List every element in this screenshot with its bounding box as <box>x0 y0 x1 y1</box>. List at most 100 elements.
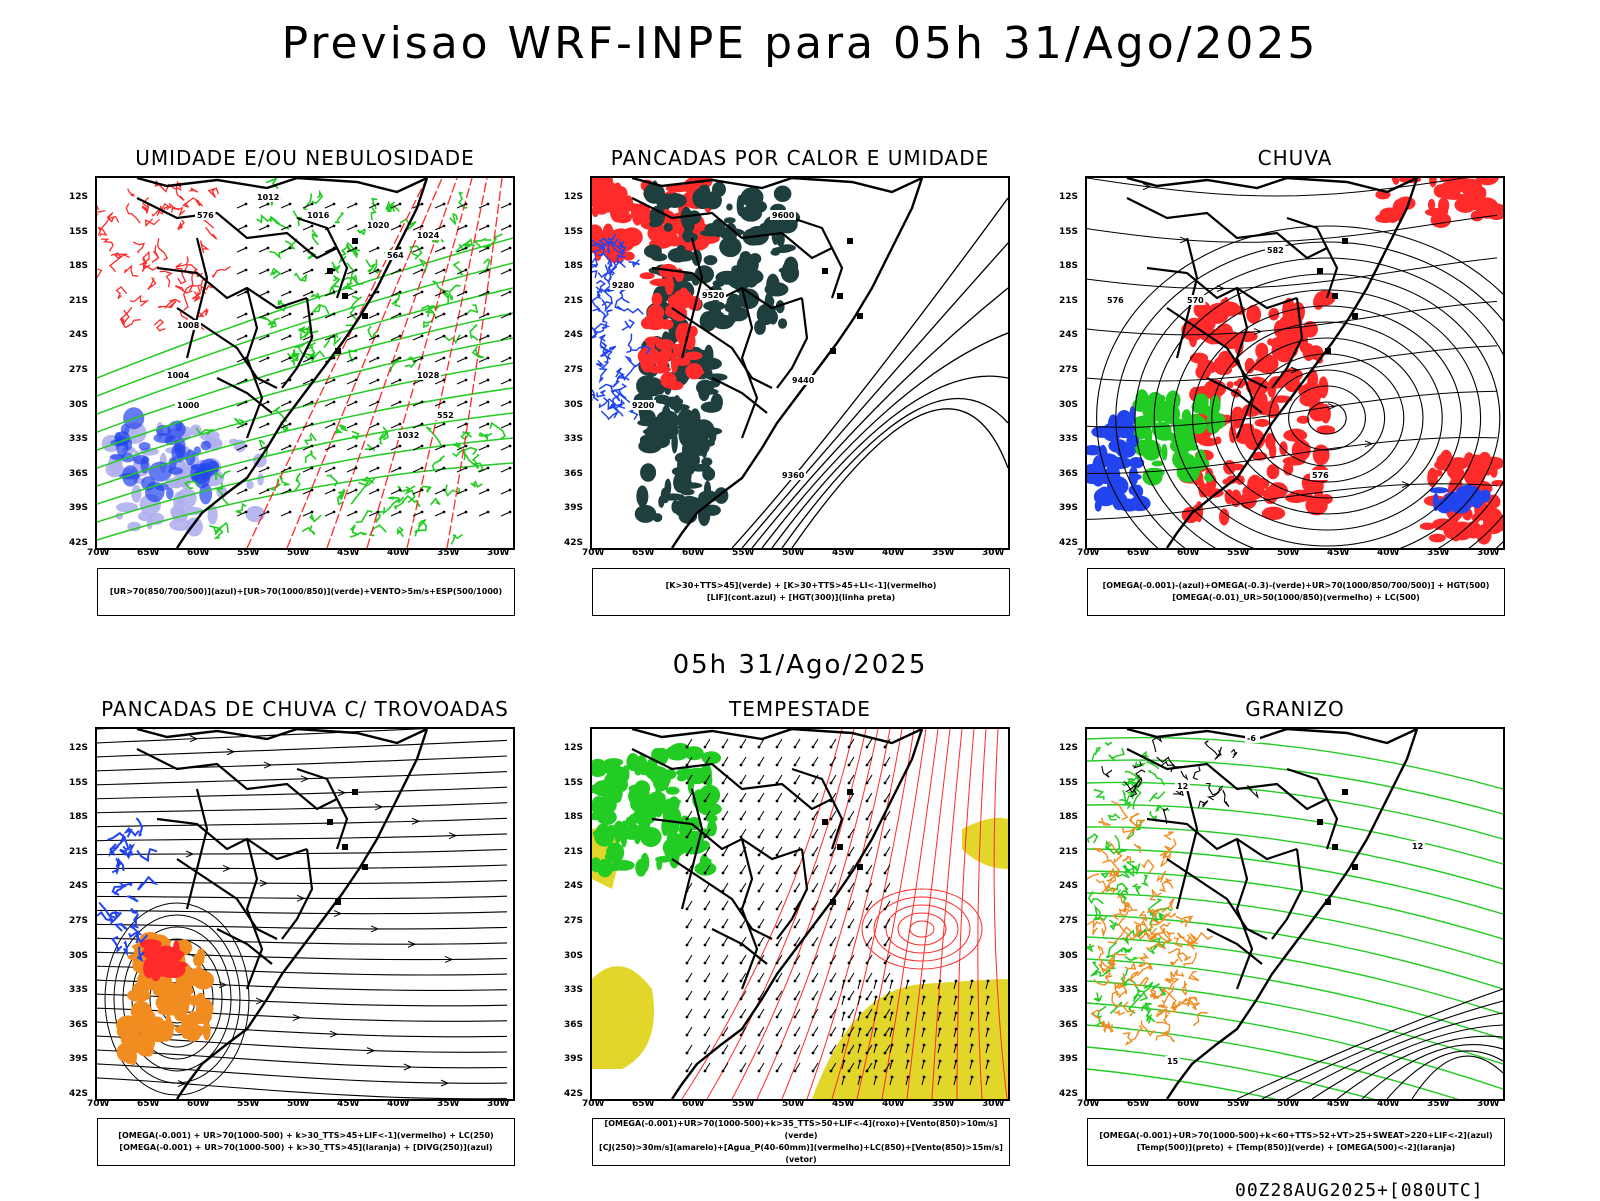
svg-text:582: 582 <box>1267 246 1284 255</box>
lon-tick-label: 40W <box>882 1099 904 1109</box>
lon-tick-label: 50W <box>1277 1099 1299 1109</box>
lon-tick-label: 30W <box>487 548 509 558</box>
lon-tick-label: 55W <box>237 548 259 558</box>
svg-text:576: 576 <box>1107 296 1124 305</box>
lat-tick-label: 15S <box>69 227 88 237</box>
lat-tick-label: 39S <box>1059 503 1078 513</box>
lat-tick-label: 27S <box>1059 916 1078 926</box>
legend-tempestade: [OMEGA(-0.001)+UR>70(1000-500)+k>35_TTS>… <box>592 1118 1010 1166</box>
svg-text:1024: 1024 <box>417 231 440 240</box>
lon-tick-label: 30W <box>982 1099 1004 1109</box>
lat-tick-label: 42S <box>564 538 583 548</box>
svg-text:9280: 9280 <box>612 281 635 290</box>
map-tempestade <box>590 727 1010 1101</box>
legend-chuva: [OMEGA(-0.001)-(azul)+OMEGA(-0.3)-(verde… <box>1087 568 1505 616</box>
lon-tick-label: 35W <box>1427 1099 1449 1109</box>
svg-text:1016: 1016 <box>307 211 330 220</box>
legend-umidade: [UR>70(850/700/500)](azul)+[UR>70(1000/8… <box>97 568 515 616</box>
lat-tick-label: 15S <box>1059 778 1078 788</box>
svg-text:1004: 1004 <box>167 371 190 380</box>
lat-tick-label: 24S <box>564 881 583 891</box>
lon-tick-label: 60W <box>187 1099 209 1109</box>
lon-tick-label: 30W <box>1477 1099 1499 1109</box>
lon-tick-label: 70W <box>87 548 109 558</box>
svg-text:1028: 1028 <box>417 371 440 380</box>
svg-text:12: 12 <box>1412 842 1423 851</box>
lat-tick-label: 27S <box>1059 365 1078 375</box>
lat-tick-label: 42S <box>564 1089 583 1099</box>
panel-title-granizo: GRANIZO <box>1085 697 1505 721</box>
lon-tick-label: 50W <box>782 548 804 558</box>
lat-tick-label: 33S <box>69 434 88 444</box>
lat-tick-label: 12S <box>564 192 583 202</box>
svg-text:564: 564 <box>387 251 404 260</box>
lon-tick-label: 65W <box>632 1099 654 1109</box>
lon-tick-label: 50W <box>782 1099 804 1109</box>
lon-tick-label: 60W <box>682 548 704 558</box>
lon-tick-label: 70W <box>1077 1099 1099 1109</box>
lon-tick-label: 30W <box>1477 548 1499 558</box>
legend-line: [OMEGA(-0.001) + UR>70(1000-500) + k>30_… <box>119 1142 492 1154</box>
lat-tick-label: 15S <box>69 778 88 788</box>
lat-tick-label: 33S <box>564 434 583 444</box>
lon-tick-label: 45W <box>337 548 359 558</box>
lat-tick-label: 15S <box>564 778 583 788</box>
lon-tick-label: 60W <box>682 1099 704 1109</box>
lat-tick-label: 27S <box>69 916 88 926</box>
svg-text:1000: 1000 <box>177 401 200 410</box>
svg-text:9600: 9600 <box>772 211 795 220</box>
lat-tick-label: 33S <box>1059 434 1078 444</box>
lat-tick-label: 30S <box>69 400 88 410</box>
lat-tick-label: 15S <box>564 227 583 237</box>
lon-tick-label: 55W <box>1227 548 1249 558</box>
legend-line: [Temp(500)](preto) + [Temp(850)](verde) … <box>1137 1142 1455 1154</box>
svg-text:9360: 9360 <box>782 471 805 480</box>
lon-tick-label: 65W <box>137 1099 159 1109</box>
lat-tick-label: 27S <box>69 365 88 375</box>
svg-text:9440: 9440 <box>792 376 815 385</box>
lat-tick-label: 36S <box>69 469 88 479</box>
panel-title-tempestade: TEMPESTADE <box>590 697 1010 721</box>
lon-tick-label: 45W <box>1327 548 1349 558</box>
lat-tick-label: 36S <box>69 1020 88 1030</box>
lat-tick-label: 21S <box>69 847 88 857</box>
lat-tick-label: 24S <box>564 330 583 340</box>
svg-text:576: 576 <box>1312 471 1329 480</box>
svg-text:12: 12 <box>1177 782 1188 791</box>
lat-tick-label: 33S <box>69 985 88 995</box>
lon-tick-label: 40W <box>387 1099 409 1109</box>
lon-tick-label: 65W <box>137 548 159 558</box>
lon-tick-label: 60W <box>1177 1099 1199 1109</box>
lon-tick-label: 45W <box>832 1099 854 1109</box>
lat-tick-label: 30S <box>1059 951 1078 961</box>
lon-tick-label: 65W <box>632 548 654 558</box>
legend-line: [OMEGA(-0.001)+UR>70(1000-500)+k<60+TTS>… <box>1099 1130 1492 1142</box>
lon-tick-label: 65W <box>1127 548 1149 558</box>
legend-line: [OMEGA(-0.001) + UR>70(1000-500) + k>30_… <box>118 1130 493 1142</box>
lat-tick-label: 30S <box>564 951 583 961</box>
thunderstorm-field <box>97 729 513 1099</box>
lat-tick-label: 21S <box>564 296 583 306</box>
lon-tick-label: 45W <box>832 548 854 558</box>
legend-line: [OMEGA(-0.001)+UR>70(1000-500)+k>35_TTS>… <box>593 1118 1009 1142</box>
lat-tick-label: 39S <box>1059 1054 1078 1064</box>
lat-tick-label: 12S <box>69 743 88 753</box>
lon-tick-label: 35W <box>437 1099 459 1109</box>
lat-tick-label: 30S <box>1059 400 1078 410</box>
lon-tick-label: 30W <box>982 548 1004 558</box>
legend-line: [OMEGA(-0.001)-(azul)+OMEGA(-0.3)-(verde… <box>1103 580 1490 592</box>
lon-tick-label: 40W <box>387 548 409 558</box>
storm-field <box>592 729 1008 1099</box>
humidity-field: 1012101610201024102810321008100410005765… <box>97 178 513 548</box>
lat-tick-label: 33S <box>1059 985 1078 995</box>
lat-tick-label: 36S <box>564 1020 583 1030</box>
lat-tick-label: 30S <box>69 951 88 961</box>
lon-tick-label: 35W <box>437 548 459 558</box>
lat-tick-label: 18S <box>564 812 583 822</box>
panel-title-chuva: CHUVA <box>1085 146 1505 170</box>
lat-tick-label: 39S <box>564 503 583 513</box>
